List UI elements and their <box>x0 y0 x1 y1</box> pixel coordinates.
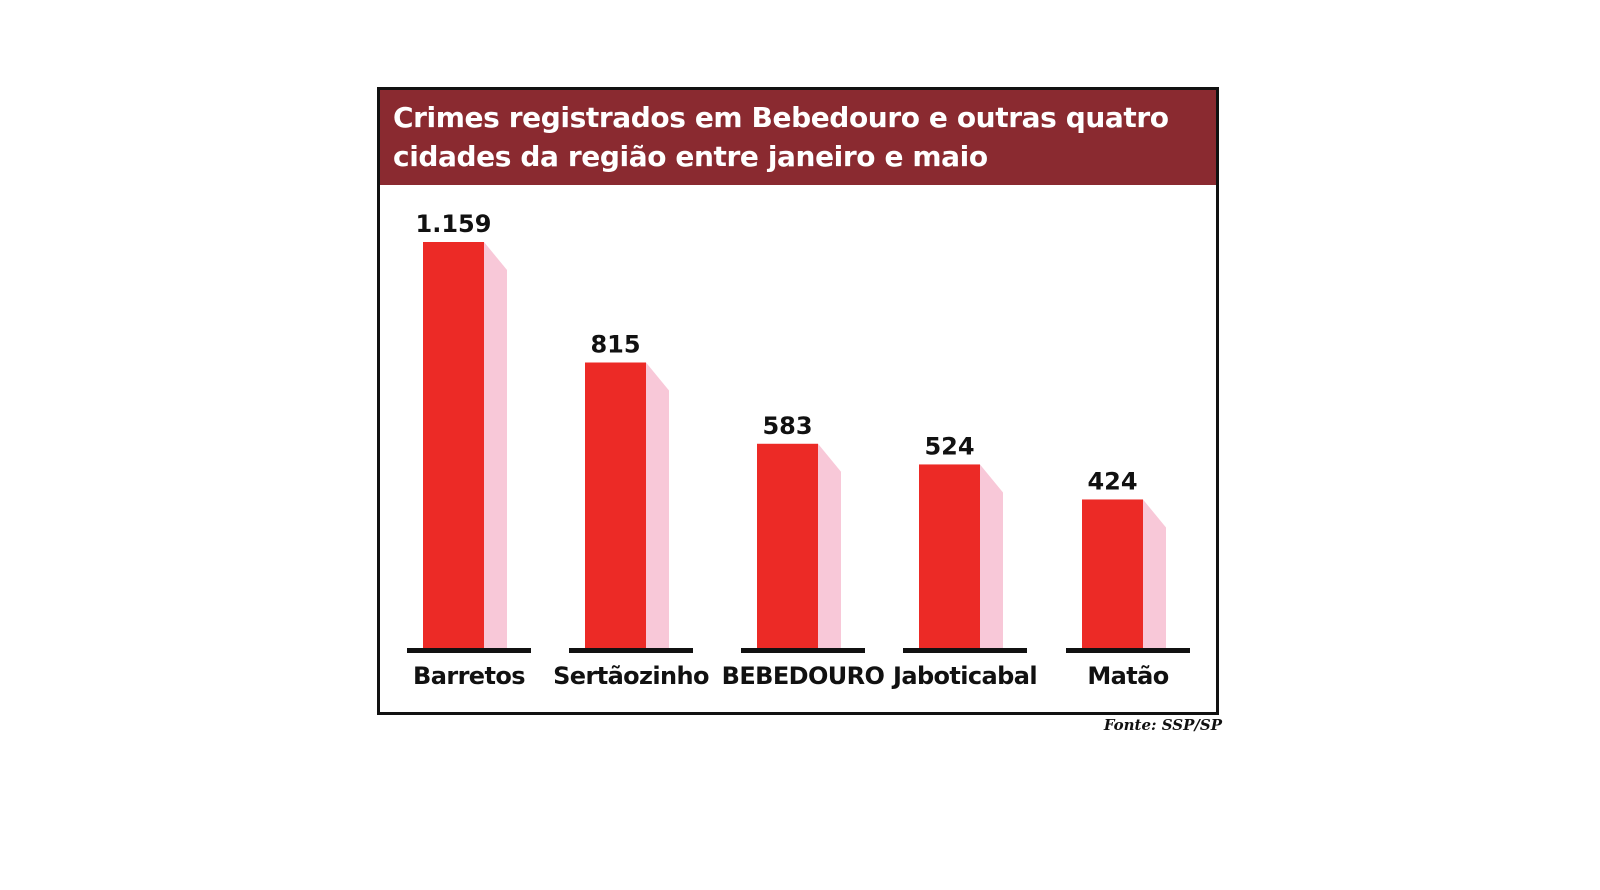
baseline-rule-0 <box>407 648 531 653</box>
bar-side-1 <box>646 362 669 648</box>
bar-side-0 <box>484 242 507 648</box>
bar-4 <box>1082 499 1143 648</box>
bar-side-3 <box>980 464 1003 648</box>
category-label-1: Sertãozinho <box>553 662 709 690</box>
bar-side-2 <box>818 443 841 648</box>
bar-3 <box>919 464 980 648</box>
baseline-rule-3 <box>903 648 1027 653</box>
value-label-3: 524 <box>924 432 974 460</box>
baseline-rule-4 <box>1066 648 1190 653</box>
baseline-rule-2 <box>741 648 865 653</box>
chart-header: Crimes registrados em Bebedouro e outras… <box>380 90 1216 185</box>
value-label-1: 815 <box>590 331 640 359</box>
plot-area: 1.159 Barretos 815 Sertãozinho 583 BEBEDOURO 5… <box>380 185 1216 712</box>
bar-1 <box>585 362 646 648</box>
category-label-3: Jaboticabal <box>891 662 1037 690</box>
source-note: Fonte: SSP/SP <box>1103 716 1222 734</box>
bar-0 <box>423 242 484 648</box>
value-label-4: 424 <box>1087 467 1137 495</box>
baseline-rule-1 <box>569 648 693 653</box>
bar-chart-svg: 1.159 Barretos 815 Sertãozinho 583 BEBEDOURO 5… <box>407 210 1190 690</box>
category-label-4: Matão <box>1087 662 1168 690</box>
category-label-0: Barretos <box>413 662 525 690</box>
bar-2 <box>757 443 818 648</box>
chart-frame: Crimes registrados em Bebedouro e outras… <box>377 87 1219 715</box>
chart-title: Crimes registrados em Bebedouro e outras… <box>393 101 1169 173</box>
category-label-2: BEBEDOURO <box>722 662 885 690</box>
bar-side-4 <box>1143 499 1166 648</box>
value-label-0: 1.159 <box>416 210 492 238</box>
value-label-2: 583 <box>762 412 812 440</box>
